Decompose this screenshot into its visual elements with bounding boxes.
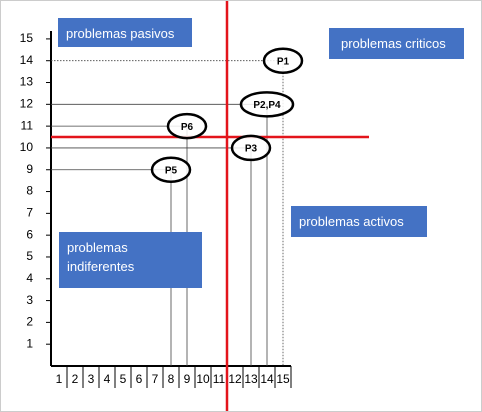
- annotation: problemas pasivos: [58, 18, 192, 47]
- x-tick-label: 4: [104, 372, 111, 386]
- y-tick-label: 12: [20, 96, 34, 110]
- y-tick-label: 8: [26, 184, 33, 198]
- x-tick-label: 10: [196, 372, 210, 386]
- y-tick-label: 13: [20, 75, 34, 89]
- y-tick-label: 14: [20, 53, 34, 67]
- x-tick-label: 15: [276, 372, 290, 386]
- x-tick-label: 8: [168, 372, 175, 386]
- point: [262, 47, 304, 74]
- x-tick-label: 3: [88, 372, 95, 386]
- x-tick-label: 2: [72, 372, 79, 386]
- x-tick-label: 7: [152, 372, 159, 386]
- x-tick-label: 12: [228, 372, 242, 386]
- x-tick-label: 9: [184, 372, 191, 386]
- point-label: P1: [277, 56, 290, 67]
- y-tick-label: 10: [20, 140, 34, 154]
- y-tick-label: 11: [21, 118, 34, 132]
- x-tick-label: 1: [56, 372, 63, 386]
- y-tick-label: 9: [26, 162, 33, 176]
- y-tick-label: 5: [26, 249, 33, 263]
- point: [166, 112, 208, 140]
- x-tick-label: 6: [136, 372, 143, 386]
- x-tick-label: 13: [244, 372, 258, 386]
- y-tick-label: 15: [20, 31, 34, 45]
- annotation: problemas criticos: [329, 28, 464, 59]
- annotation: problemas activos: [291, 206, 427, 237]
- annotation: problemas indiferentes: [59, 232, 202, 288]
- point: [230, 134, 272, 162]
- y-tick-label: 1: [26, 336, 33, 350]
- point-label: P3: [245, 144, 258, 155]
- y-tick-label: 3: [26, 293, 33, 307]
- y-tick-label: 7: [26, 206, 33, 220]
- y-tick-label: 2: [26, 315, 33, 329]
- point: [239, 91, 295, 118]
- x-tick-label: 11: [213, 372, 226, 386]
- x-tick-label: 14: [260, 372, 274, 386]
- x-tick-label: 5: [120, 372, 127, 386]
- point: [150, 156, 192, 183]
- point-label: P2,P4: [253, 100, 281, 111]
- point-label: P6: [181, 122, 194, 133]
- y-tick-label: 6: [26, 227, 33, 241]
- point-label: P5: [165, 165, 178, 176]
- y-tick-label: 4: [26, 271, 33, 285]
